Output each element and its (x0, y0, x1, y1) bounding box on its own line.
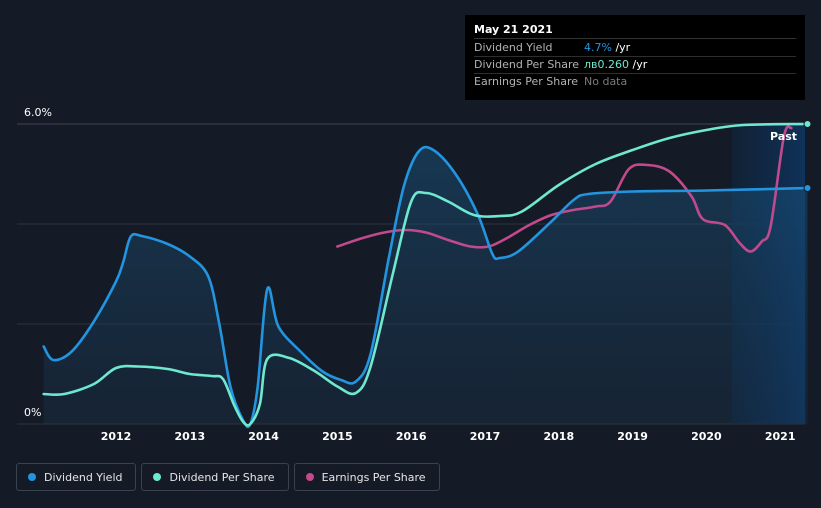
past-label: Past (770, 130, 797, 143)
series-end-dots (803, 120, 812, 192)
tooltip-value: лв0.260 (584, 58, 630, 71)
eps-line (336, 125, 793, 253)
legend-item-dividend-yield[interactable]: Dividend Yield (16, 463, 137, 491)
x-tick-label: 2015 (322, 430, 353, 443)
tooltip-unit: /yr (629, 58, 648, 71)
tooltip-unit: /yr (611, 41, 631, 54)
x-axis-ticks: 2012 2013 2014 2015 2016 2017 2018 2019 2020 2021 (101, 430, 796, 443)
x-tick-label: 2020 (691, 430, 722, 443)
yield-area (43, 147, 808, 427)
x-tick-label: 2013 (174, 430, 205, 443)
x-tick-label: 2014 (248, 430, 279, 443)
chart-legend: Dividend Yield Dividend Per Share Earnin… (16, 463, 440, 491)
tooltip-label: Earnings Per Share (474, 75, 579, 88)
tooltip-label: Dividend Yield (474, 41, 553, 54)
tooltip-row-earnings-per-share: Earnings Per Share No data (474, 74, 796, 90)
legend-dot-icon (28, 473, 36, 481)
y-axis-max-label: 6.0% (24, 106, 52, 119)
yield-end-dot (803, 184, 812, 192)
x-tick-label: 2012 (101, 430, 132, 443)
legend-label: Dividend Per Share (169, 470, 275, 484)
x-tick-label: 2019 (617, 430, 648, 443)
tooltip-date: May 21 2021 (474, 22, 796, 39)
dividend-yield-area (43, 147, 808, 427)
legend-label: Earnings Per Share (321, 470, 426, 484)
yield-line (42, 145, 809, 429)
x-tick-label: 2018 (543, 430, 574, 443)
x-tick-label: 2017 (470, 430, 501, 443)
dps-line (42, 122, 809, 427)
tooltip-value: 4.7% (584, 41, 612, 54)
x-tick-label: 2021 (765, 430, 796, 443)
y-axis-min-label: 0% (24, 406, 41, 419)
legend-dot-icon (305, 473, 314, 481)
legend-dot-icon (153, 473, 162, 481)
dps-end-dot (803, 120, 812, 128)
tooltip-value: No data (584, 75, 628, 88)
hover-tooltip: May 21 2021 Dividend Yield 4.7% /yr Divi… (465, 15, 805, 100)
x-tick-label: 2016 (396, 430, 427, 443)
tooltip-label: Dividend Per Share (474, 58, 580, 71)
legend-label: Dividend Yield (44, 470, 123, 484)
legend-item-earnings-per-share[interactable]: Earnings Per Share (293, 463, 440, 491)
tooltip-row-dividend-per-share: Dividend Per Share лв0.260 /yr (474, 57, 796, 74)
tooltip-row-dividend-yield: Dividend Yield 4.7% /yr (474, 40, 796, 57)
legend-item-dividend-per-share[interactable]: Dividend Per Share (141, 463, 289, 491)
series-lines (42, 122, 809, 429)
